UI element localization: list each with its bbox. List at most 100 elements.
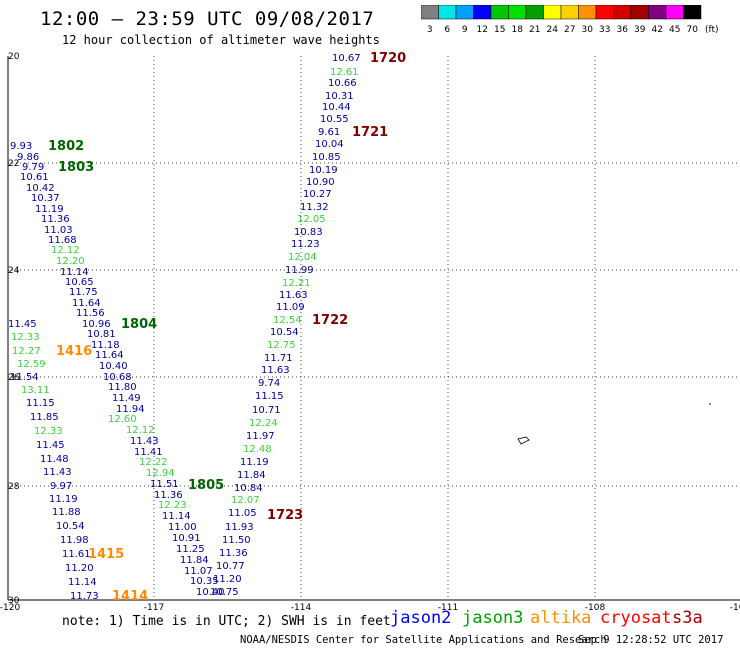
wave-height-value: 11.36 <box>41 214 70 225</box>
wave-height-value: 10.61 <box>20 172 49 183</box>
wave-height-value: 11.20 <box>65 563 94 574</box>
wave-height-value: 11.98 <box>60 535 89 546</box>
wave-height-value: 9.97 <box>50 481 72 492</box>
page-subtitle: 12 hour collection of altimeter wave hei… <box>62 33 380 47</box>
color-swatch <box>683 5 702 20</box>
wave-height-value: 10.35 <box>190 576 219 587</box>
wave-height-value: 11.49 <box>112 393 141 404</box>
wave-height-value: 12.05 <box>297 214 326 225</box>
wave-height-value: 9.86 <box>17 152 39 163</box>
pass-time-label: 1804 <box>121 317 157 332</box>
x-tick-label: -120 <box>0 603 20 610</box>
wave-height-value: 10.91 <box>172 533 201 544</box>
wave-height-value: 9.61 <box>318 127 340 138</box>
y-tick-label: 24 <box>8 266 20 276</box>
wave-height-value: 11.03 <box>44 225 73 236</box>
wave-height-value: 10.27 <box>303 189 332 200</box>
color-unit: (ft) <box>705 25 719 35</box>
wave-height-value: 12.48 <box>243 444 272 455</box>
wave-height-value: 12.23 <box>158 500 187 511</box>
wave-height-value: 11.18 <box>91 340 120 351</box>
wave-height-value: 12.61 <box>330 67 359 78</box>
wave-height-value: 10.75 <box>210 587 239 598</box>
satellite-legend-item: altika <box>530 608 592 628</box>
wave-height-value: 11.36 <box>219 548 248 559</box>
wave-height-value: 11.09 <box>276 302 305 313</box>
color-label: 12 <box>477 25 488 35</box>
page-title: 12:00 – 23:59 UTC 09/08/2017 <box>40 8 375 30</box>
wave-height-value: 9.74 <box>258 378 280 389</box>
wave-height-value: 11.43 <box>43 467 72 478</box>
wave-height-value: 11.88 <box>52 507 81 518</box>
wave-height-value: 11.41 <box>134 447 163 458</box>
wave-height-value: 10.44 <box>322 102 351 113</box>
wave-height-value: 11.63 <box>279 290 308 301</box>
wave-height-value: 12.27 <box>12 346 41 357</box>
wave-height-value: 11.73 <box>70 591 99 602</box>
footer-note: note: 1) Time is in UTC; 2) SWH is in fe… <box>62 614 391 629</box>
wave-height-value: 11.15 <box>255 391 284 402</box>
wave-height-value: 11.00 <box>168 522 197 533</box>
wave-height-value: 11.94 <box>116 404 145 415</box>
footer-credit: NOAA/NESDIS Center for Satellite Applica… <box>240 634 607 646</box>
wave-height-value: 11.23 <box>291 239 320 250</box>
wave-height-value: 10.67 <box>332 53 361 64</box>
x-tick-label: -111 <box>438 603 458 610</box>
wave-height-value: 11.71 <box>264 353 293 364</box>
wave-height-value: 10.54 <box>56 521 85 532</box>
wave-height-value: 12.60 <box>108 414 137 425</box>
pass-time-label: 1723 <box>267 508 303 523</box>
wave-height-value: 11.45 <box>8 319 37 330</box>
color-label: 6 <box>444 25 450 35</box>
wave-height-value: 10.85 <box>312 152 341 163</box>
pass-time-label: 1722 <box>312 313 348 328</box>
wave-height-value: 13.11 <box>21 385 50 396</box>
wave-height-value: 11.97 <box>246 431 275 442</box>
wave-height-value: 10.66 <box>328 78 357 89</box>
wave-height-value: 12.12 <box>126 425 155 436</box>
wave-height-value: 10.37 <box>31 193 60 204</box>
wave-height-value: 12.07 <box>231 495 260 506</box>
wave-height-value: 12.33 <box>11 332 40 343</box>
pass-time-label: 1416 <box>56 344 92 359</box>
wave-height-value: 11.84 <box>180 555 209 566</box>
satellite-legend-item: s3a <box>672 608 703 628</box>
y-tick-label: 26 <box>8 373 20 383</box>
color-label: 45 <box>669 25 680 35</box>
color-label: 15 <box>494 25 505 35</box>
wave-height-value: 11.05 <box>228 508 257 519</box>
wave-height-value: 10.77 <box>216 561 245 572</box>
wave-height-value: 11.19 <box>240 457 269 468</box>
wave-height-value: 10.71 <box>252 405 281 416</box>
satellite-legend-item: cryosat <box>600 608 672 628</box>
island-shape <box>517 436 530 445</box>
footer-timestamp: Sep 9 12:28:52 UTC 2017 <box>578 634 724 646</box>
pass-time-label: 1721 <box>352 125 388 140</box>
x-tick-label: -117 <box>144 603 164 610</box>
wave-height-value: 9.79 <box>22 162 44 173</box>
wave-height-value: 11.68 <box>48 235 77 246</box>
pass-time-label: 1720 <box>370 51 406 66</box>
wave-height-value: 12.75 <box>267 340 296 351</box>
wave-height-value: 11.54 <box>10 372 39 383</box>
satellite-legend-item: jason2 <box>390 608 452 628</box>
pass-time-label: 1415 <box>88 547 124 562</box>
wave-height-value: 10.65 <box>65 277 94 288</box>
color-scale-legend: 3 6 9 12 15 18 21 24 27 30 33 36 39 42 45 70 (ft) <box>421 5 719 35</box>
wave-height-value: 12.22 <box>139 457 168 468</box>
wave-height-value: 11.75 <box>69 287 98 298</box>
x-tick-label: -114 <box>291 603 312 610</box>
wave-height-value: 12.24 <box>249 418 278 429</box>
wave-height-value: 10.84 <box>234 483 263 494</box>
wave-height-value: 12.12 <box>51 245 80 256</box>
wave-height-value: 11.64 <box>95 350 124 361</box>
wave-height-value: 11.14 <box>68 577 97 588</box>
color-label: 24 <box>547 25 559 35</box>
wave-height-value: 11.32 <box>300 202 329 213</box>
y-tick-label: 20 <box>8 52 20 62</box>
wave-height-value: 11.19 <box>35 204 64 215</box>
wave-height-value: 10.96 <box>82 319 111 330</box>
altimeter-map: -120 -117 -114 -111 -108 -105 20 22 24 26 28 30 10.… <box>0 51 740 610</box>
y-tick-label: 30 <box>8 596 20 606</box>
wave-height-value: 10.68 <box>103 372 132 383</box>
